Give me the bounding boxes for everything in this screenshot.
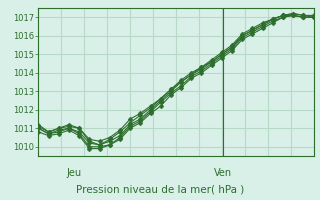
Text: Ven: Ven: [214, 168, 232, 178]
Text: Pression niveau de la mer( hPa ): Pression niveau de la mer( hPa ): [76, 184, 244, 194]
Text: Jeu: Jeu: [67, 168, 82, 178]
